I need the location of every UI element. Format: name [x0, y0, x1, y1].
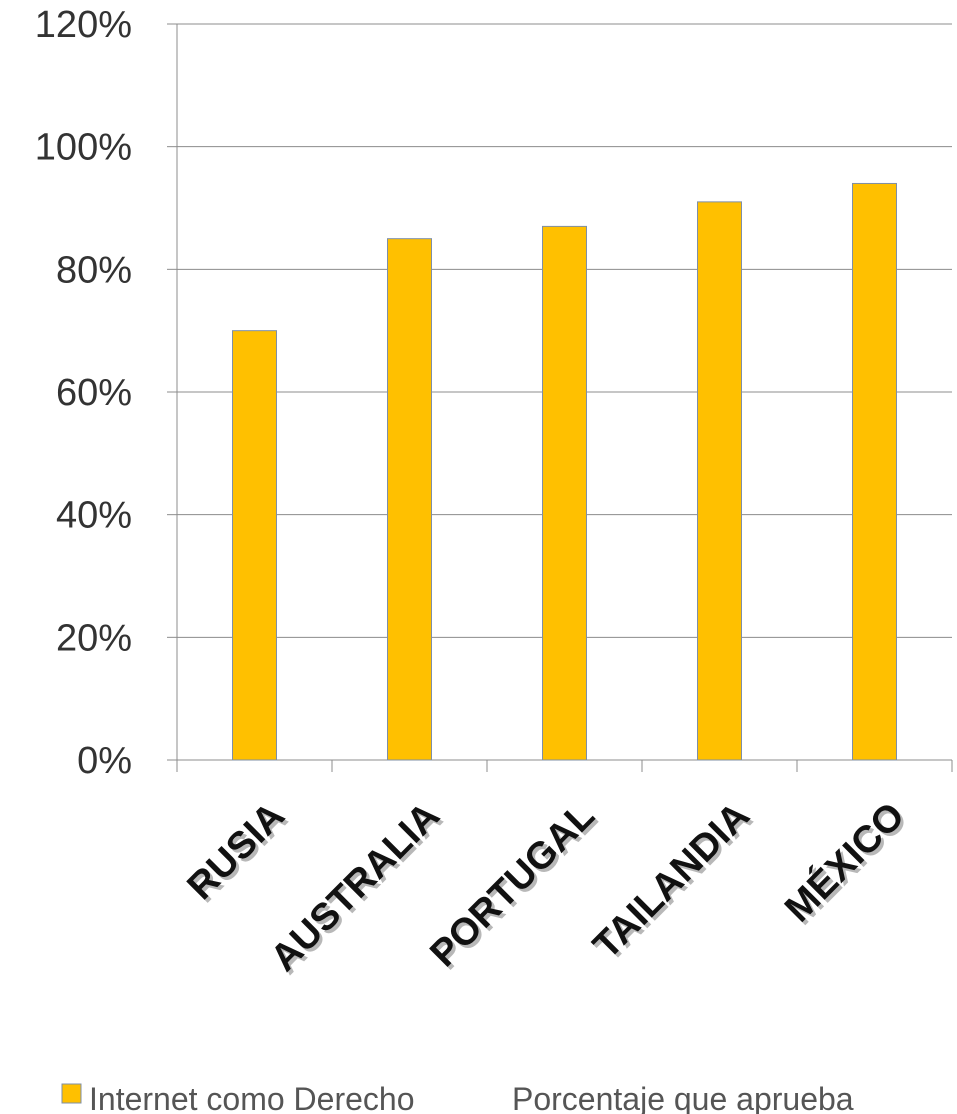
y-tick-label: 100% [35, 127, 132, 169]
bar-méxico [852, 182, 897, 761]
y-tick-label: 120% [35, 4, 132, 46]
y-tick-label: 60% [56, 372, 132, 414]
y-tick-label: 40% [56, 495, 132, 537]
x-tick-label-portugal: PORTUGAL [422, 795, 602, 975]
bar-portugal [542, 225, 587, 761]
legend-swatch-internet [61, 1083, 82, 1104]
x-tick-label-rusia: RUSIA [180, 795, 293, 908]
x-tick-label-méxico: MÉXICO [776, 793, 913, 930]
y-tick-label: 20% [56, 617, 132, 659]
x-tick-labels: RUSIARUSIAAUSTRALIAAUSTRALIAPORTUGALPORT… [180, 793, 916, 982]
bar-rusia [232, 330, 277, 761]
y-tick-label: 80% [56, 249, 132, 291]
x-tick-label-tailandia: TAILANDIA [585, 795, 757, 967]
bars [232, 182, 897, 761]
legend-label-porcentaje: Porcentaje que aprueba [512, 1081, 854, 1114]
bar-tailandia [697, 201, 742, 761]
bar-australia [387, 238, 432, 761]
legend-label-internet: Internet como Derecho [89, 1081, 415, 1114]
y-tick-label: 0% [77, 740, 132, 782]
legend: Internet como Derecho Porcentaje que apr… [61, 1081, 854, 1114]
y-tick-labels: 0% 20% 40% 60% 80% 100% 120% [35, 4, 132, 782]
